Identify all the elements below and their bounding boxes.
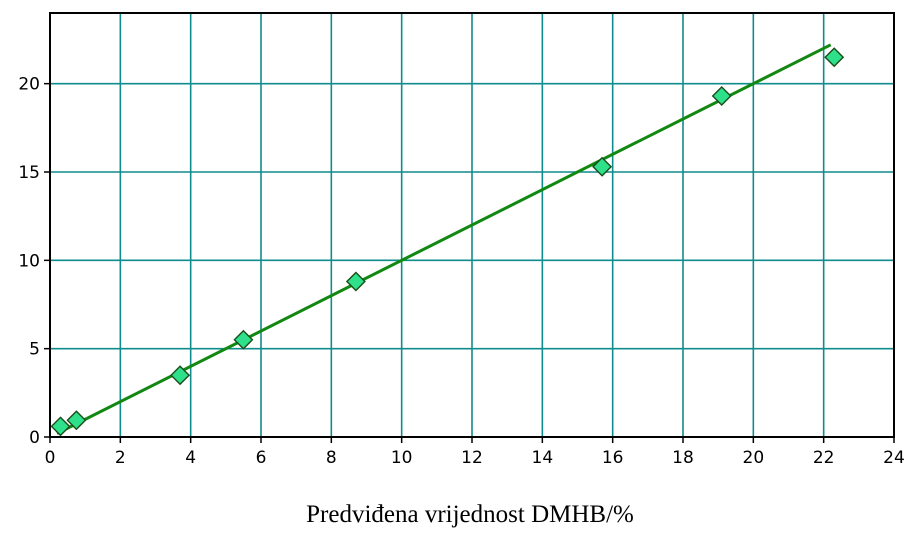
x-tick-label: 0 — [45, 448, 56, 468]
fit-lines — [56, 43, 832, 435]
data-point-diamond — [233, 329, 254, 350]
x-tick-label: 4 — [185, 448, 196, 468]
x-tick-label: 20 — [743, 448, 765, 468]
data-point-diamond — [50, 416, 71, 437]
x-tick-label: 22 — [813, 448, 835, 468]
x-tick-label: 2 — [115, 448, 126, 468]
data-points — [50, 47, 845, 437]
y-tick-label: 20 — [18, 75, 40, 95]
y-tick-label: 5 — [29, 340, 40, 360]
y-tick-label: 10 — [18, 251, 40, 271]
x-tick-label: 12 — [461, 448, 483, 468]
x-tick-label: 16 — [602, 448, 624, 468]
data-point-diamond — [592, 156, 613, 177]
data-point-diamond — [711, 86, 732, 106]
x-axis-ticks: 0 2 4 6 8 10 12 14 16 18 20 22 24 — [45, 437, 905, 468]
x-tick-label: 18 — [672, 448, 694, 468]
y-tick-label: 0 — [29, 428, 40, 448]
y-tick-label: 15 — [18, 163, 40, 183]
x-tick-label: 24 — [883, 448, 905, 468]
x-tick-label: 8 — [326, 448, 337, 468]
fit-line — [56, 43, 832, 435]
data-point-diamond — [824, 47, 845, 68]
x-axis-label: Predviđena vrijednost DMHB/% — [306, 501, 634, 528]
data-point-diamond — [345, 271, 366, 292]
x-tick-label: 6 — [256, 448, 267, 468]
grid-lines — [50, 13, 894, 437]
x-tick-label: 14 — [532, 448, 554, 468]
data-point-diamond — [66, 410, 87, 431]
data-point-diamond — [170, 365, 191, 386]
y-axis-ticks: 0 5 10 15 20 — [18, 75, 50, 448]
x-tick-label: 10 — [391, 448, 413, 468]
